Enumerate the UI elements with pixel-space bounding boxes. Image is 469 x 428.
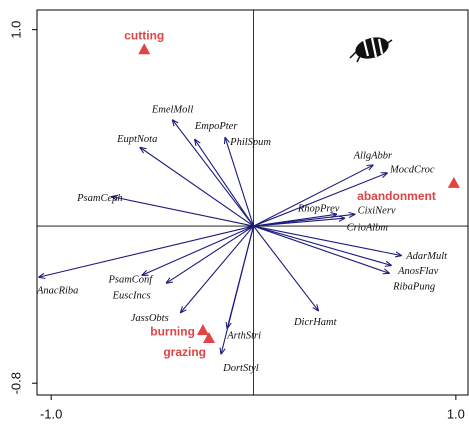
species-label: RibaPung	[392, 282, 435, 293]
species-arrow	[253, 225, 390, 273]
treatment-label: abandonment	[357, 189, 436, 203]
species-label: ArthStri	[226, 331, 261, 342]
y-tick-label: 1.0	[8, 21, 23, 39]
species-label: EuscIncs	[112, 290, 151, 301]
species-arrow	[253, 225, 319, 310]
species-arrow	[253, 165, 373, 227]
species-label: CixiNerv	[358, 206, 396, 217]
species-arrow	[253, 225, 392, 265]
treatment-marker	[202, 332, 215, 344]
species-label: CrioAlbm	[347, 223, 389, 234]
species-arrow	[173, 120, 254, 227]
species-arrow	[167, 225, 254, 283]
species-label: AdarMult	[405, 251, 448, 262]
plot-frame	[36, 9, 469, 396]
species-label: MocdCroc	[389, 164, 435, 175]
species-arrow	[195, 140, 254, 227]
species-label: RhopPrev	[297, 204, 340, 215]
species-label: PsamConf	[107, 275, 154, 286]
species-arrow	[181, 225, 254, 312]
species-arrow	[253, 173, 388, 227]
species-arrow	[221, 225, 255, 354]
species-arrow	[140, 148, 254, 227]
species-label: PhilSpum	[229, 137, 271, 148]
treatment-label: cutting	[124, 28, 164, 42]
treatment-marker	[447, 176, 460, 188]
species-arrow	[253, 225, 402, 255]
species-label: AllgAbbr	[353, 151, 393, 162]
species-label: EmelMoll	[151, 104, 193, 115]
species-label: JassObts	[131, 313, 169, 324]
treatment-marker	[196, 324, 209, 336]
species-arrow	[39, 225, 254, 277]
species-label: DicrHamt	[293, 317, 338, 328]
x-tick-label: 1.0	[447, 406, 465, 421]
species-label: AnacRiba	[36, 286, 78, 297]
treatment-label: grazing	[163, 345, 206, 359]
species-label: EuptNota	[116, 134, 157, 145]
species-label: AnosFlav	[397, 266, 439, 277]
x-tick-label: -1.0	[40, 406, 62, 421]
species-label: EmpoPter	[194, 121, 238, 132]
y-tick-label: -0.8	[8, 372, 23, 394]
species-label: DortStyl	[222, 363, 259, 374]
species-label: PsamCeph	[76, 193, 123, 204]
treatment-marker	[138, 43, 151, 55]
beetle-icon	[349, 37, 393, 63]
species-arrow	[112, 197, 254, 227]
species-arrow	[253, 218, 345, 227]
treatment-label: burning	[150, 324, 195, 338]
species-arrow	[225, 138, 255, 227]
species-arrow	[142, 225, 254, 275]
